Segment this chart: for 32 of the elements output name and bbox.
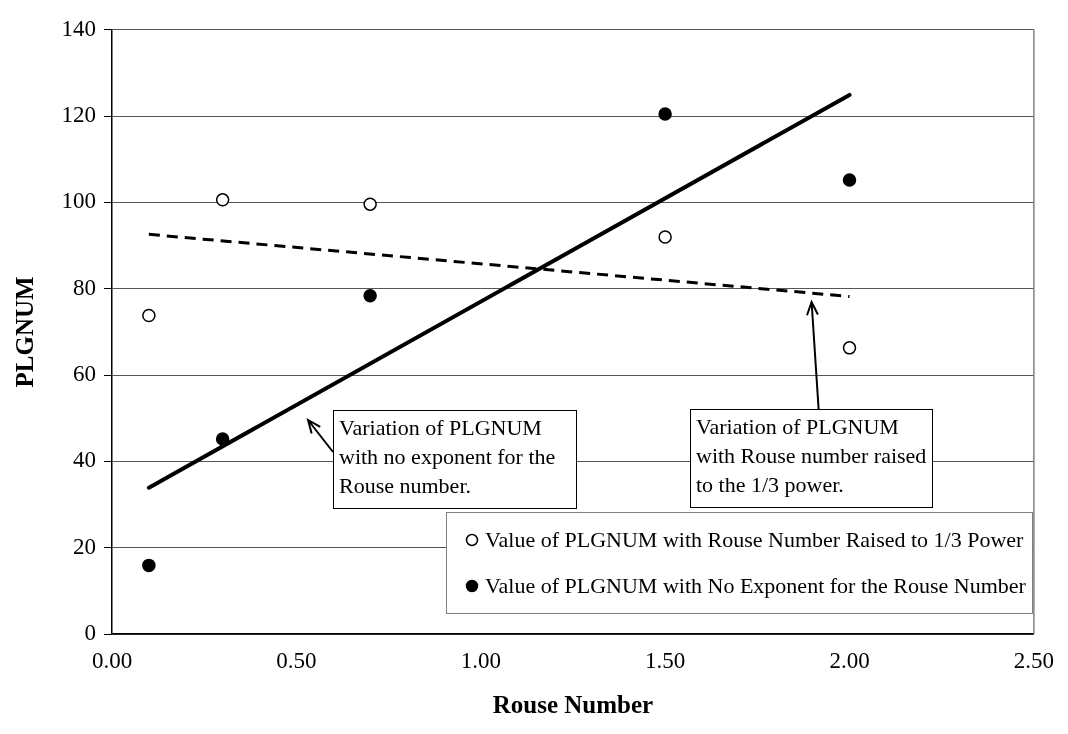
point <box>842 341 857 355</box>
point <box>658 107 672 121</box>
point <box>363 197 377 211</box>
x-tick-label: 1.00 <box>460 647 501 673</box>
point <box>142 558 156 573</box>
y-tick-label: 120 <box>61 102 96 128</box>
x-tick-label: 0.00 <box>91 647 133 673</box>
point <box>363 288 377 303</box>
y-tick-label: 140 <box>61 15 96 41</box>
legend-label: Value of PLGNUM with No Exponent for the Rouse Number <box>485 573 1026 599</box>
y-tick-label: 80 <box>73 274 96 300</box>
legend-label: Value of PLGNUM with Rouse Number Raised to 1/3 Power <box>485 527 1024 553</box>
callout-box: Variation of PLGNUM with no exponent for the Rouse number. <box>333 409 577 509</box>
point <box>215 432 230 446</box>
x-tick-label: 1.50 <box>645 647 686 673</box>
y-axis-title: PLGNUM <box>11 276 39 388</box>
annotation: Variation of PLGNUM with no exponent for the Rouse number. <box>339 414 556 498</box>
y-tick-label: 60 <box>73 361 96 387</box>
x-tick-label: 0.50 <box>276 647 317 673</box>
point <box>842 173 857 187</box>
y-tick-label: 100 <box>61 188 96 214</box>
annotation: Variation of PLGNUM with Rouse number raised to the 1/3 power. <box>696 413 927 497</box>
x-tick-label: 2.00 <box>829 647 870 673</box>
y-tick-label: 0 <box>84 620 96 646</box>
point <box>142 308 156 323</box>
point <box>215 193 230 207</box>
x-axis-title: Rouse Number <box>492 691 654 719</box>
y-tick-label: 40 <box>73 447 96 473</box>
y-tick-label: 20 <box>73 533 96 559</box>
x-tick-label: 2.50 <box>1013 647 1054 673</box>
callout-box: Variation of PLGNUM with Rouse number raised to the 1/3 power. <box>690 408 933 508</box>
point <box>658 230 672 244</box>
